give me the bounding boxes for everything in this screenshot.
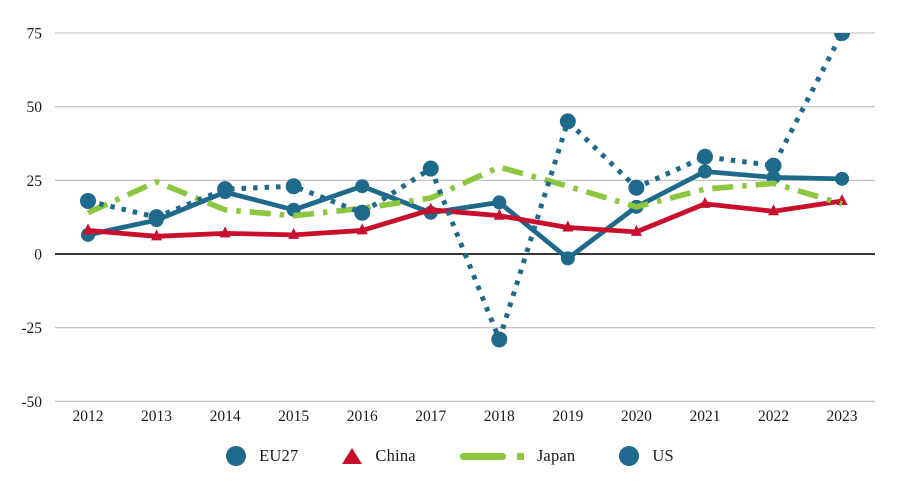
x-tick-label: 2023 — [827, 408, 858, 425]
series-marker-china — [288, 227, 300, 239]
series-layer — [80, 32, 851, 348]
x-tick-label: 2020 — [621, 408, 652, 425]
series-marker-us — [217, 181, 234, 198]
x-tick-label: 2012 — [73, 408, 104, 425]
x-tick-label: 2018 — [484, 408, 515, 425]
legend-item-china: China — [342, 446, 416, 466]
series-line-us — [87, 32, 845, 342]
series-marker-china — [219, 226, 231, 238]
series-marker-us — [422, 160, 439, 177]
series-marker-china — [562, 220, 574, 232]
y-tick-label: 0 — [34, 247, 42, 264]
legend: EU27 China Japan US — [0, 434, 900, 478]
series-line-japan — [86, 164, 843, 219]
x-tick-label: 2015 — [278, 408, 309, 425]
series-marker-us — [834, 32, 851, 41]
series-marker-us — [285, 178, 302, 195]
x-tick-label: 2022 — [758, 408, 789, 425]
series-marker-china — [768, 204, 779, 216]
series-marker-china — [82, 223, 94, 235]
legend-label-china: China — [375, 446, 416, 465]
us-circle-marker — [619, 446, 640, 466]
series-marker-china — [493, 208, 505, 220]
series-marker-us — [491, 331, 508, 348]
series-marker-china — [630, 224, 642, 236]
legend-label-us: US — [652, 446, 674, 465]
series-marker-us — [765, 157, 782, 174]
series-marker-china — [699, 196, 711, 208]
x-tick-label: 2014 — [210, 408, 241, 425]
series-marker-eu27 — [835, 171, 850, 186]
series-line-china — [85, 198, 845, 239]
series-line-eu27 — [85, 169, 845, 261]
series-marker-china — [356, 223, 368, 235]
x-tick-label: 2016 — [347, 408, 378, 425]
series-marker-eu27 — [697, 164, 712, 179]
y-tick-label: -50 — [21, 394, 42, 411]
x-tick-label: 2013 — [141, 408, 172, 425]
x-tick-label: 2021 — [689, 408, 720, 425]
series-marker-china — [151, 229, 163, 241]
eu27-circle-marker — [226, 446, 247, 466]
series-marker-china — [425, 202, 437, 214]
x-tick-label: 2017 — [415, 408, 446, 425]
legend-label-japan: Japan — [536, 446, 576, 465]
china-triangle-marker — [342, 448, 363, 464]
legend-label-eu27: EU27 — [259, 446, 299, 465]
japan-dashdot-marker — [459, 452, 524, 460]
series-marker-us — [696, 148, 713, 165]
y-tick-label: -25 — [21, 320, 42, 337]
series-marker-us — [80, 192, 96, 209]
series-marker-us — [559, 113, 576, 130]
series-marker-eu27 — [355, 179, 370, 194]
series-marker-china — [836, 193, 848, 205]
series-marker-eu27 — [560, 251, 575, 266]
y-tick-label: 25 — [27, 173, 43, 190]
x-tick-label: 2019 — [552, 408, 583, 425]
legend-item-eu27: EU27 — [226, 446, 298, 466]
series-marker-us — [628, 179, 645, 196]
series-marker-us — [148, 209, 165, 226]
legend-item-us: US — [619, 446, 674, 466]
y-tick-label: 50 — [27, 99, 43, 116]
legend-item-japan: Japan — [459, 446, 576, 466]
y-tick-label: 75 — [27, 25, 43, 42]
chart-plot-area: 75 50 25 0 -25 -50 2012 2013 2014 2015 2016 2017 201… — [21, 25, 875, 425]
series-marker-eu27 — [492, 195, 507, 210]
series-marker-us — [354, 204, 371, 221]
